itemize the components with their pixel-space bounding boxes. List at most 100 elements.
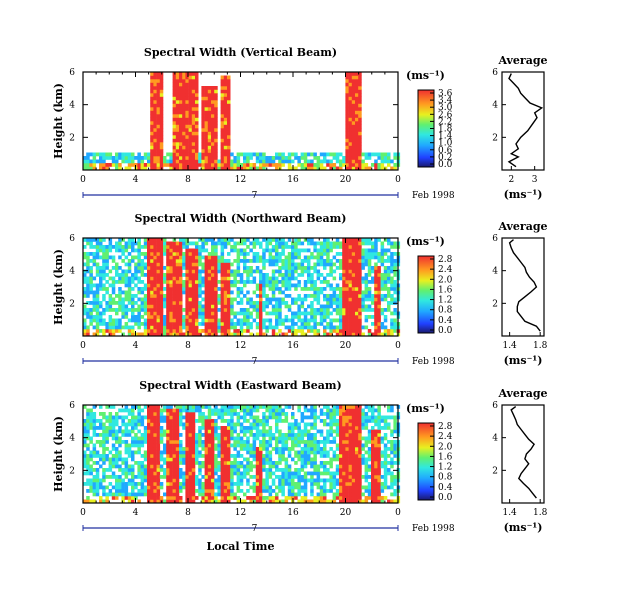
- heatmap-cell: [239, 238, 244, 242]
- heatmap-cell: [111, 405, 116, 409]
- heatmap-cell: [227, 408, 231, 413]
- heatmap-cell: [278, 308, 282, 312]
- heatmap-cell: [207, 255, 212, 260]
- heatmap-cell: [102, 259, 106, 263]
- heatmap-cell: [297, 280, 301, 284]
- heatmap-cell: [227, 450, 231, 455]
- heatmap-cell: [220, 415, 225, 420]
- heatmap-cell: [214, 492, 218, 497]
- heatmap-cell: [179, 290, 183, 295]
- heatmap-cell: [268, 301, 273, 305]
- heatmap-cell: [252, 447, 257, 451]
- heatmap-cell: [214, 478, 218, 483]
- heatmap-cell: [166, 447, 170, 451]
- heatmap-cell: [316, 276, 321, 281]
- heatmap-cell: [105, 308, 109, 312]
- heatmap-cell: [355, 93, 359, 97]
- heatmap-cell: [284, 304, 289, 309]
- heatmap-cell: [255, 475, 260, 479]
- heatmap-cell: [255, 485, 260, 490]
- heatmap-cell: [278, 485, 282, 490]
- heatmap-cell: [303, 156, 308, 160]
- heatmap-cell: [153, 75, 157, 80]
- heatmap-cell: [230, 471, 234, 476]
- heatmap-cell: [195, 166, 199, 171]
- heatmap-cell: [182, 454, 186, 458]
- heatmap-cell: [268, 454, 273, 458]
- heatmap-cell: [294, 269, 298, 274]
- heatmap-cell: [227, 121, 231, 125]
- heatmap-cell: [140, 332, 145, 337]
- heatmap-cell: [316, 297, 321, 302]
- heatmap-cell: [355, 166, 359, 171]
- heatmap-cell: [284, 447, 289, 451]
- heatmap-cell: [345, 138, 349, 143]
- heatmap-cell: [319, 248, 324, 253]
- heatmap-cell: [380, 294, 385, 298]
- colorbar-tick-label: 0.0: [438, 326, 453, 336]
- heatmap-cell: [163, 415, 167, 420]
- heatmap-cell: [204, 443, 209, 448]
- heatmap-cell: [358, 128, 362, 132]
- heatmap-cell: [265, 283, 269, 288]
- heatmap-cell: [323, 419, 327, 423]
- heatmap-cell: [166, 405, 170, 409]
- heatmap-cell: [342, 252, 346, 256]
- heatmap-cell: [185, 433, 189, 437]
- heatmap-cell: [127, 159, 132, 164]
- heatmap-cell: [115, 318, 119, 323]
- heatmap-cell: [191, 433, 196, 437]
- heatmap-cell: [348, 308, 353, 312]
- heatmap-cell: [211, 252, 215, 256]
- heatmap-cell: [143, 245, 148, 249]
- heatmap-cell: [275, 241, 279, 246]
- heatmap-cell: [115, 152, 119, 157]
- heatmap-cell: [150, 96, 154, 101]
- heatmap-cell: [204, 499, 209, 504]
- heatmap-cell: [214, 89, 218, 94]
- heatmap-cell: [153, 82, 157, 87]
- heatmap-cell: [323, 297, 327, 302]
- heatmap-cell: [307, 152, 311, 157]
- heatmap-cell: [92, 426, 97, 430]
- heatmap-cell: [191, 75, 196, 80]
- heatmap-cell: [358, 159, 362, 164]
- heatmap-cell: [358, 287, 362, 291]
- heatmap-cell: [92, 443, 97, 448]
- heatmap-cell: [316, 301, 321, 305]
- heatmap-cell: [387, 152, 391, 157]
- heatmap-cell: [287, 287, 292, 291]
- heatmap-cell: [211, 318, 215, 323]
- heatmap-cell: [153, 149, 157, 153]
- heatmap-cell: [182, 283, 186, 288]
- heatmap-cell: [268, 297, 273, 302]
- heatmap-cell: [191, 283, 196, 288]
- heatmap-cell: [137, 464, 141, 469]
- heatmap-cell: [345, 107, 349, 111]
- heatmap-cell: [236, 329, 241, 333]
- heatmap-cell: [252, 496, 257, 500]
- heatmap-cell: [323, 443, 327, 448]
- heatmap-cell: [323, 471, 327, 476]
- heatmap-cell: [201, 152, 205, 157]
- heatmap-cell: [236, 259, 241, 263]
- heatmap-cell: [172, 499, 177, 504]
- heatmap-cell: [214, 142, 218, 146]
- heatmap-cell: [259, 259, 263, 263]
- heatmap-cell: [310, 152, 314, 157]
- heatmap-cell: [191, 131, 196, 136]
- heatmap-cell: [246, 163, 250, 167]
- heatmap-cell: [188, 163, 193, 167]
- heatmap-cell: [220, 93, 225, 97]
- heatmap-cell: [223, 269, 228, 274]
- heatmap-cell: [166, 332, 170, 337]
- heatmap-cell: [143, 450, 148, 455]
- heatmap-cell: [268, 280, 273, 284]
- x-tick-label: 20: [340, 175, 352, 185]
- heatmap-cell: [150, 135, 154, 139]
- heatmap-cell: [182, 124, 186, 129]
- heatmap-cell: [102, 322, 106, 326]
- heatmap-cell: [307, 329, 311, 333]
- heatmap-cell: [150, 415, 154, 420]
- heatmap-cell: [118, 304, 122, 309]
